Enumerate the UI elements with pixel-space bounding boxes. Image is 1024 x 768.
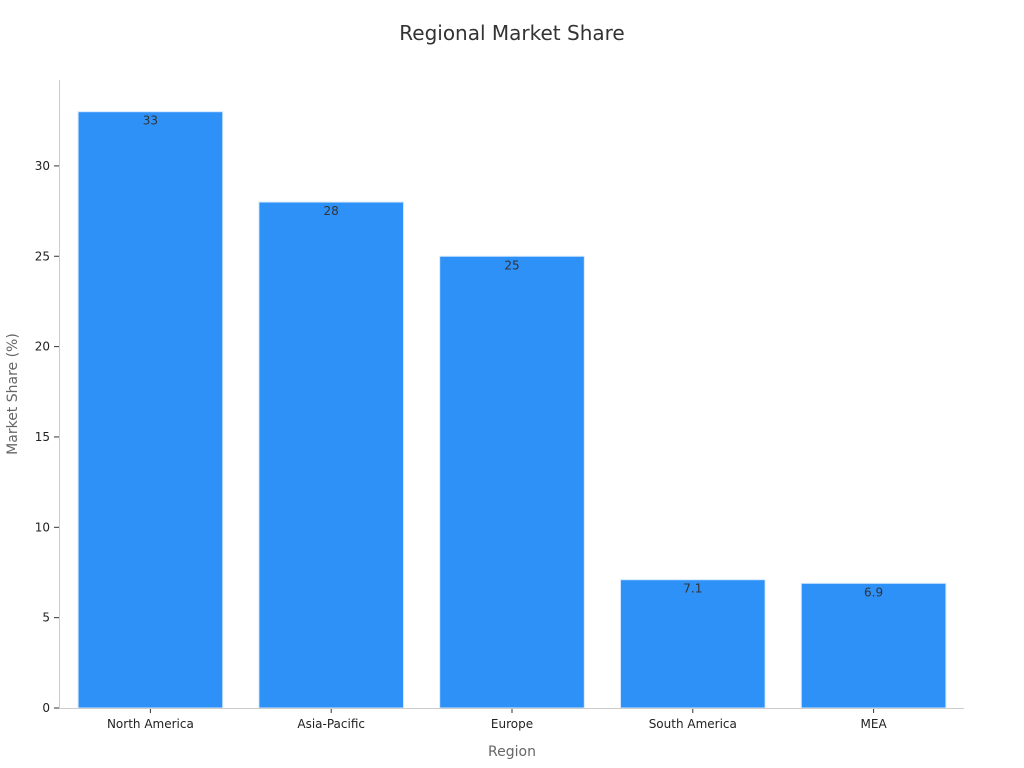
y-tick-label: 30 [35,159,50,173]
bar-value-label: 33 [143,114,158,128]
x-tick-label: South America [649,717,737,731]
bar-north-america [77,111,224,709]
x-tick-label: Europe [491,717,533,731]
x-tick-label: MEA [861,717,888,731]
y-tick-label: 0 [42,701,50,715]
bar-asia-pacific [258,201,405,709]
x-tick-label: North America [107,717,194,731]
bar-europe [439,255,585,709]
chart-title: Regional Market Share [399,21,624,45]
x-axis-label: Region [488,744,536,760]
bar-value-label: 6.9 [864,585,883,599]
y-tick-label: 20 [35,340,50,354]
bar-value-label: 25 [504,258,519,272]
bar-value-label: 28 [324,204,339,218]
y-tick-label: 10 [35,520,50,534]
y-tick-label: 25 [35,249,50,263]
plot-area: 0 5 10 15 20 25 30 33 North America 28 Asia-Pacifi… [35,111,947,731]
y-tick-label: 5 [42,611,50,625]
x-tick-label: Asia-Pacific [297,717,365,731]
bar-value-label: 7.1 [683,582,702,596]
bar-south-america [619,579,766,709]
y-axis-label: Market Share (%) [5,333,21,455]
bar-mea [800,582,947,709]
y-tick-label: 15 [35,430,50,444]
